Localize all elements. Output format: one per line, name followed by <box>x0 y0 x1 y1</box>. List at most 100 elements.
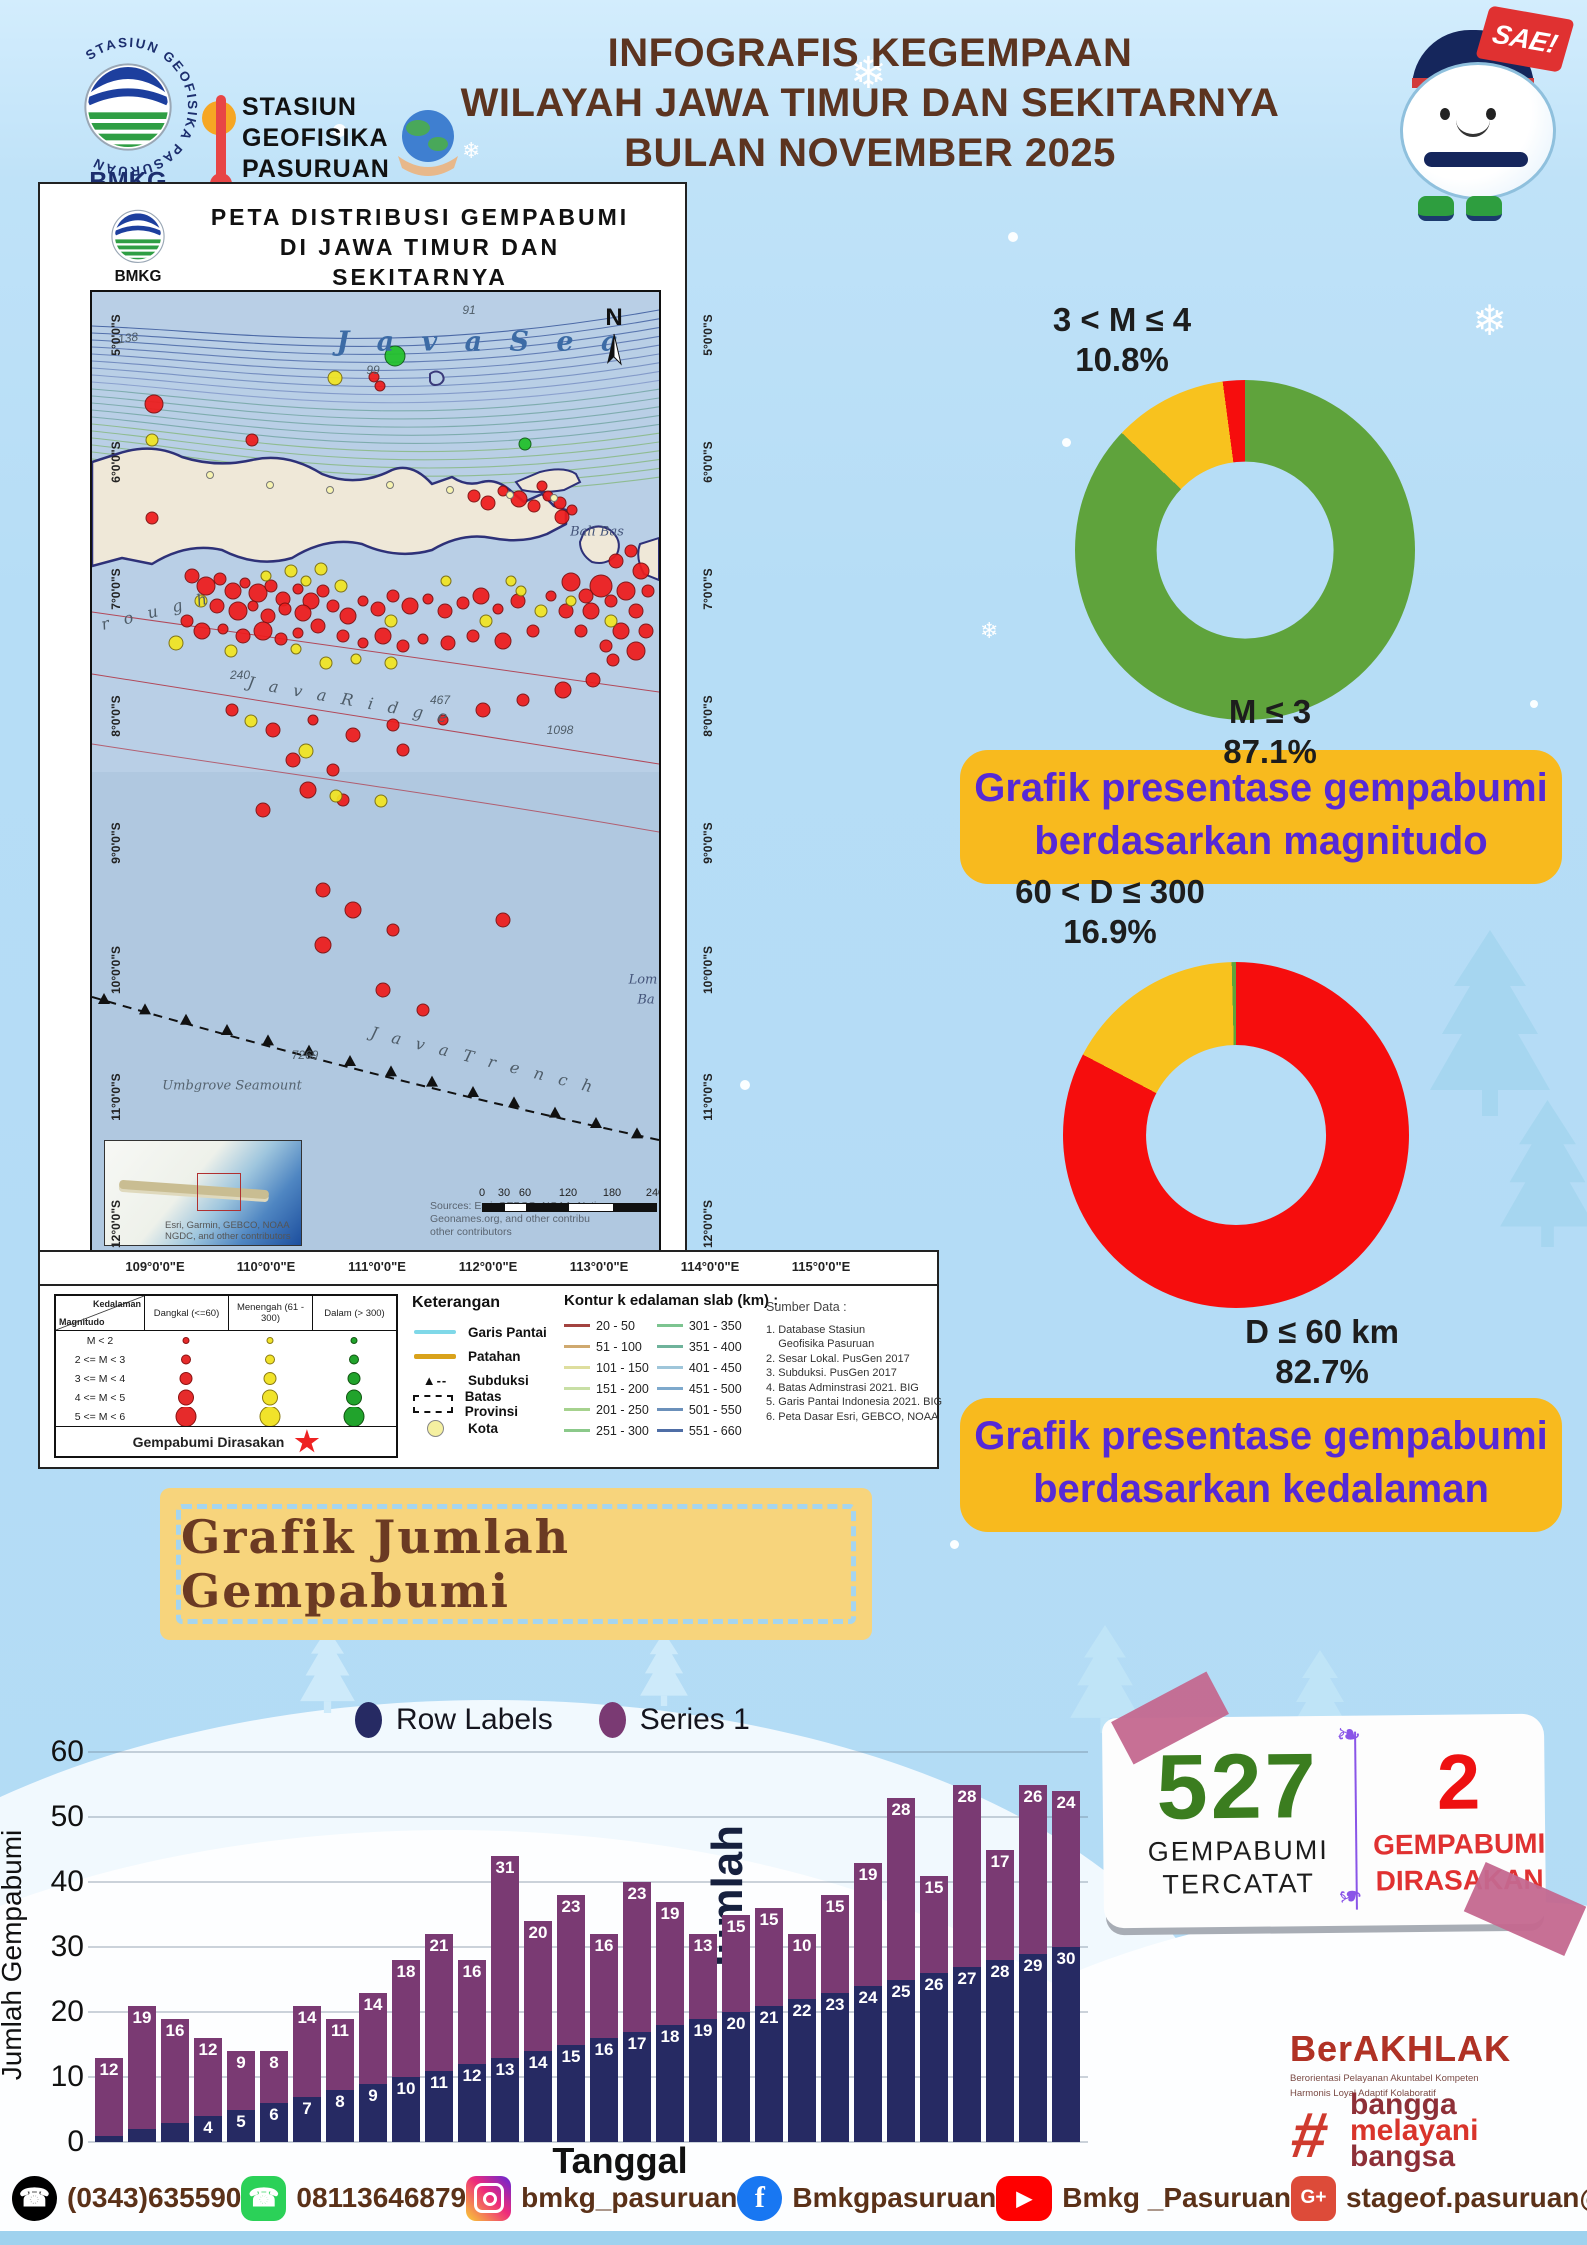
bar-value-label: 15 <box>924 1877 944 1897</box>
stacked-bar[interactable]: 21 11 <box>425 1934 453 2142</box>
bar-day-label: 8 <box>335 2092 345 2111</box>
stacked-bar[interactable]: 18 10 <box>392 1960 420 2142</box>
bar-segment-rowlabel <box>161 2122 189 2142</box>
stacked-bar[interactable]: 14 9 <box>359 1992 387 2142</box>
footer-contact-whatsapp[interactable]: ☎ 08113646879 <box>241 2175 467 2221</box>
footer-contact-text: 08113646879 <box>296 2182 467 2213</box>
mascot-boot <box>1418 196 1454 221</box>
quake-epicenter <box>326 763 340 777</box>
bar-value-label: 16 <box>462 1962 482 1981</box>
y-tick-label: 50 <box>50 1800 84 1833</box>
stacked-bar[interactable]: 28 25 <box>887 1797 915 2142</box>
bar-segment-rowlabel: 8 <box>326 2090 354 2142</box>
depth-donut-chart[interactable] <box>1063 962 1409 1308</box>
legend-dot-icon <box>355 1702 382 1738</box>
keterangan-legend: Keterangan Garis Pantai Patahan ▲-- Subduks… <box>412 1294 552 1440</box>
stacked-bar[interactable]: 11 8 <box>326 2018 354 2142</box>
map-label: 467 <box>429 693 451 707</box>
bar-day-label: 18 <box>660 2027 680 2046</box>
matrix-row-label: M < 2 <box>86 1334 114 1347</box>
y-tick-label: 10 <box>50 2060 84 2093</box>
stacked-bar[interactable]: 19 18 <box>656 1901 684 2142</box>
quake-epicenter <box>193 622 211 640</box>
y-tick-label: 40 <box>50 1865 84 1898</box>
quake-epicenter <box>472 587 490 605</box>
stacked-bar[interactable]: 17 28 <box>986 1849 1014 2142</box>
quake-epicenter <box>401 597 419 615</box>
bar-segment-series1: 15 <box>821 1895 849 1993</box>
quake-epicenter <box>264 579 278 593</box>
quake-epicenter <box>299 781 317 799</box>
stacked-bar[interactable]: 19 24 <box>854 1862 882 2142</box>
magnitude-donut-chart[interactable] <box>1075 380 1415 720</box>
quake-epicenter <box>307 714 319 726</box>
stacked-bar[interactable]: 16 <box>161 2018 189 2142</box>
quake-epicenter <box>278 602 292 616</box>
bar-segment-rowlabel: 23 <box>821 1992 849 2142</box>
keterangan-item: Patahan <box>412 1344 552 1368</box>
stacked-bar[interactable]: 28 27 <box>953 1784 981 2142</box>
bar-day-label: 13 <box>495 2059 515 2079</box>
stacked-bar[interactable]: 15 20 <box>722 1914 750 2142</box>
quake-epicenter <box>497 485 509 497</box>
stacked-bar[interactable]: 23 17 <box>623 1882 651 2142</box>
footer-contact-phone[interactable]: ☎ (0343)635590 <box>12 2175 241 2221</box>
quake-epicenter <box>467 489 481 503</box>
stacked-bar[interactable]: 10 22 <box>788 1934 816 2142</box>
snow-dot <box>1530 700 1538 708</box>
stacked-bar[interactable]: 14 7 <box>293 2005 321 2142</box>
bar-segment-rowlabel: 4 <box>194 2116 222 2142</box>
city-marker <box>506 491 514 499</box>
footer-contact-gplus[interactable]: G+ stageof.pasuruan@bmkg.go.id <box>1290 2175 1587 2221</box>
stacked-bar[interactable]: 12 4 <box>194 2038 222 2142</box>
quake-epicenter <box>300 575 312 587</box>
stacked-bar[interactable]: 24 30 <box>1052 1791 1080 2142</box>
banner-depth-line2: berdasarkan kedalaman <box>1033 1467 1489 1511</box>
footer-contact-instagram[interactable]: bmkg_pasuruan <box>466 2175 737 2221</box>
banner-magnitude: Grafik presentase gempabumi berdasarkan … <box>960 750 1562 884</box>
bar-segment-series1: 23 <box>623 1882 651 2032</box>
mascot-scarf <box>1424 152 1528 167</box>
quake-epicenter <box>554 509 570 525</box>
stacked-bar[interactable]: 15 23 <box>821 1895 849 2142</box>
stacked-bar[interactable]: 12 <box>95 2057 123 2142</box>
bar-segment-series1: 15 <box>920 1875 948 1973</box>
quake-epicenter <box>386 589 400 603</box>
legend-label: Row Labels <box>396 1703 553 1736</box>
kontur-item: 551 - 660 <box>656 1420 742 1441</box>
quake-epicenter <box>194 594 208 608</box>
keterangan-item: Garis Pantai <box>412 1320 552 1344</box>
matrix-row: 2 <= M < 3 <box>56 1350 396 1369</box>
inset-credit: Esri, Garmin, GEBCO, NOAA NGDC, and other… <box>165 1220 291 1242</box>
leaf-ornament-icon: ❧ <box>1335 1718 1362 1752</box>
globe-hands-icon <box>398 110 458 176</box>
stacked-bar[interactable]: 16 16 <box>590 1934 618 2142</box>
quake-epicenter <box>245 433 259 447</box>
bar-day-label: 26 <box>924 1975 944 1994</box>
bar-value-label: 15 <box>726 1916 746 1936</box>
bar-segment-rowlabel: 29 <box>1019 1953 1047 2142</box>
sumber-line: 6. Peta Dasar Esri, GEBCO, NOAA <box>766 1410 939 1423</box>
stacked-bar[interactable]: 15 26 <box>920 1875 948 2142</box>
stacked-bar[interactable]: 20 14 <box>524 1921 552 2142</box>
quake-epicenter <box>417 633 429 645</box>
quake-epicenter <box>628 603 644 619</box>
stacked-bar[interactable]: 15 21 <box>755 1908 783 2142</box>
footer-contact-facebook[interactable]: f Bmkgpasuruan <box>737 2175 996 2221</box>
stacked-bar[interactable]: 26 29 <box>1019 1784 1047 2142</box>
stacked-bar[interactable]: 23 15 <box>557 1895 585 2142</box>
footer-contact-youtube[interactable]: ▶ Bmkg _Pasuruan <box>996 2175 1291 2221</box>
kontur-item: 201 - 250 <box>564 1399 649 1420</box>
stacked-bar[interactable]: 16 12 <box>458 1960 486 2142</box>
quake-epicenter <box>327 370 343 386</box>
stacked-bar[interactable]: 19 <box>128 2005 156 2142</box>
quake-epicenter <box>386 923 400 937</box>
bar-chart-title-banner: Grafik Jumlah Gempabumi <box>160 1488 872 1640</box>
kontur-item: 401 - 450 <box>656 1357 742 1378</box>
stacked-bar[interactable]: 31 13 <box>491 1856 519 2142</box>
stacked-bar[interactable]: 13 19 <box>689 1934 717 2142</box>
stacked-bar-plot[interactable]: 12 19 16 12 4 9 5 8 6 14 7 11 8 14 9 18 10 21 11 16 12 31 13 20… <box>95 1752 1087 2142</box>
